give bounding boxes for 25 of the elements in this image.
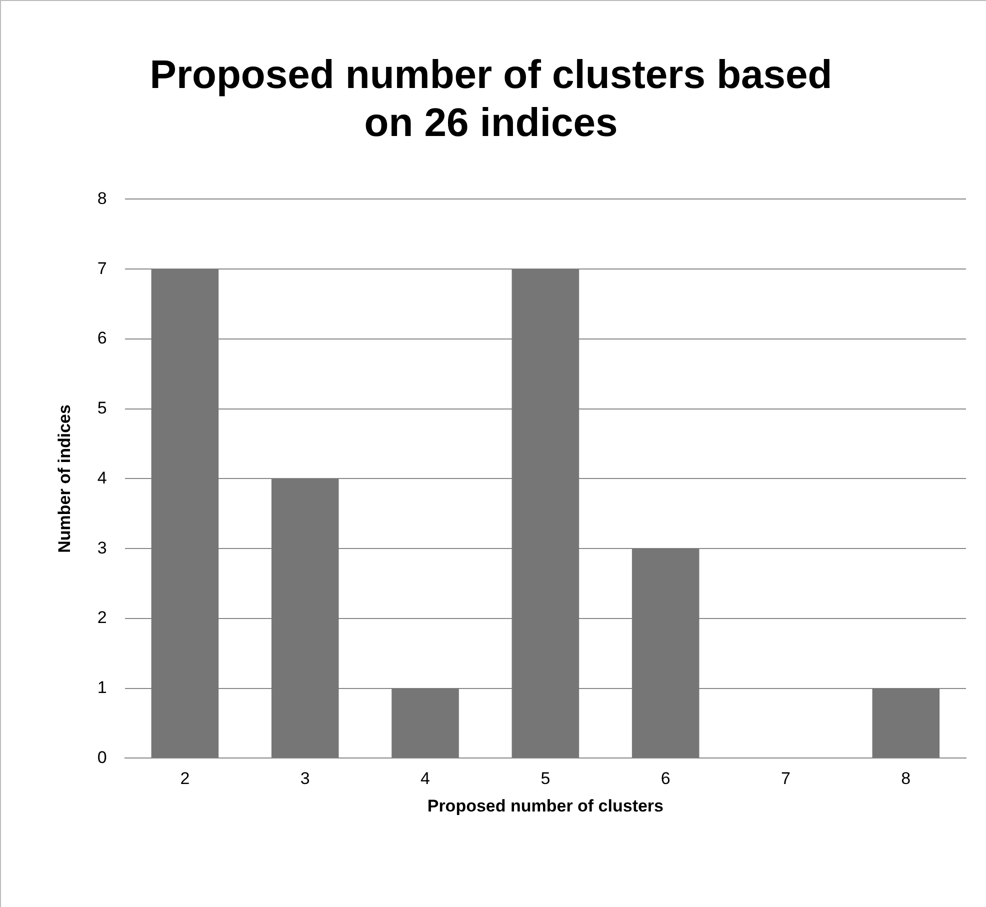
bar <box>512 269 580 758</box>
bar <box>392 688 459 758</box>
x-tick-label: 7 <box>781 769 790 788</box>
y-tick-label: 6 <box>97 328 107 348</box>
x-axis-title: Proposed number of clusters <box>427 796 664 816</box>
y-tick-label: 4 <box>97 468 107 488</box>
y-tick-label: 2 <box>97 608 107 628</box>
bar <box>271 478 339 758</box>
x-tick-label: 8 <box>901 769 911 788</box>
x-tick-label: 6 <box>660 769 670 788</box>
bar <box>872 688 940 758</box>
y-tick-label: 8 <box>97 188 107 208</box>
y-tick-label: 3 <box>97 538 107 558</box>
x-tick-label: 3 <box>300 769 310 788</box>
x-tick-label: 2 <box>180 769 190 788</box>
bar <box>151 269 219 758</box>
y-tick-label: 1 <box>97 678 107 698</box>
y-tick-label: 5 <box>97 398 107 418</box>
chart-title: Proposed number of clusters based on 26 indices <box>148 52 834 147</box>
y-tick-label: 0 <box>97 748 107 767</box>
x-tick-label: 4 <box>420 769 430 788</box>
bar <box>632 548 700 758</box>
x-tick-label: 5 <box>540 769 550 788</box>
y-tick-label: 7 <box>97 258 107 278</box>
y-axis-title: Number of indices <box>54 404 74 553</box>
